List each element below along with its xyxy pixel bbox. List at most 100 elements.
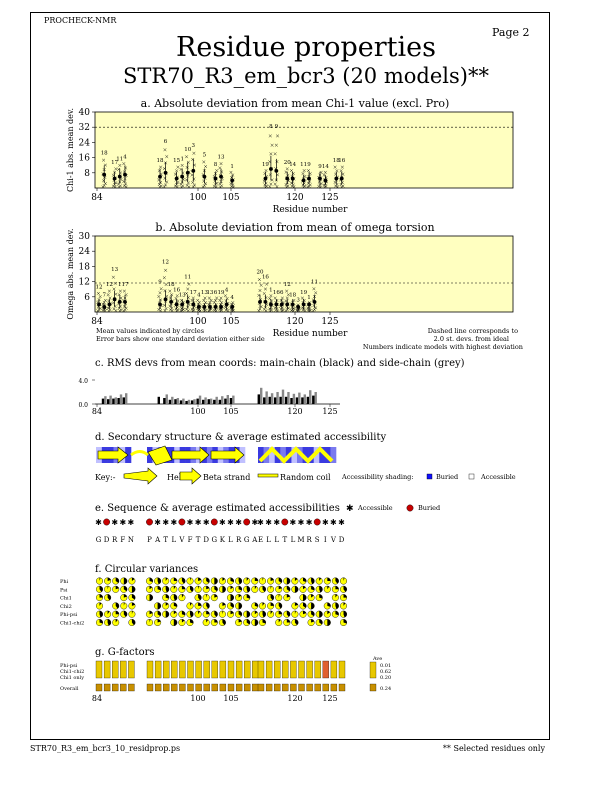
chart-c-sidechain-bar: [303, 394, 306, 404]
chart-a-model-point: [184, 155, 189, 159]
chart-b-model-point: [202, 298, 206, 302]
circvar-wedge: [107, 586, 109, 590]
circvar-wedge: [262, 610, 266, 618]
chart-c-sidechain-bar: [119, 394, 123, 404]
chart-b-model-label: 16: [262, 275, 269, 281]
chart-b-model-point: [257, 277, 261, 282]
chart-c-mainchain-bar: [213, 399, 216, 404]
chart-c-mainchain-bar: [218, 399, 222, 404]
chart-c-sidechain-bar: [187, 399, 191, 404]
chart-b-residue-106: 4: [229, 295, 235, 313]
sequence-letter: A: [251, 536, 258, 544]
chart-a-model-point: [202, 184, 206, 188]
chart-a-mean-point: [191, 169, 196, 173]
chart-a-model-point: [285, 167, 289, 171]
sequence-letter: L: [274, 536, 279, 544]
circvar-wedge: [107, 594, 111, 601]
chart-b-residue-104: 19: [218, 290, 225, 313]
chart-a-mean-point: [274, 169, 279, 173]
circvar-wedge: [107, 577, 111, 581]
chart-a-mean-point: [158, 174, 162, 179]
chart-a-model-point: [175, 185, 179, 189]
chart-c-mainchain-bar: [174, 399, 177, 404]
sequence-letter: L: [171, 536, 176, 544]
chart-a-model-point: [165, 155, 169, 159]
chart-a-model-point: [334, 184, 338, 188]
chart-b-xlabel: Residue number: [273, 329, 349, 339]
circvar-wedge: [294, 602, 299, 606]
sequence-letter: S: [315, 536, 320, 544]
gfactor-box: [298, 660, 305, 679]
chart-c-xtick-label: 120: [287, 407, 302, 416]
asterisk-icon: ✱: [119, 518, 126, 527]
sequence-letter: G: [96, 536, 102, 544]
chart-b-mean-point: [258, 299, 262, 304]
chart-a-mean-point: [112, 176, 117, 181]
gfactor-overall-box: [146, 683, 154, 692]
gfactor-box: [257, 660, 265, 679]
circular-variances-grid: Phi Psi Chi1 Chi2 Phi-psi Chi1-chi2: [60, 577, 348, 627]
chart-a-model-point: [274, 143, 278, 147]
chart-c-sidechain-bar: [265, 391, 268, 404]
asterisk-icon: ✱: [322, 518, 329, 527]
chart-c-mainchain-bar: [122, 397, 125, 404]
chart-b-model-point: [303, 309, 307, 313]
gfactor-xtick-label: 105: [223, 694, 238, 703]
circvar-wedge: [303, 594, 307, 601]
chart-b-model-point: [164, 282, 168, 287]
chart-a-model-label: 11: [116, 156, 123, 162]
circvar-wedge: [343, 577, 345, 581]
chart-c-mainchain-bar: [107, 399, 110, 404]
circvar-wedge: [311, 586, 315, 591]
gfactor-overall-box: [227, 683, 235, 692]
chart-a-residue-88: 11: [116, 156, 123, 189]
circvar-wedge: [123, 577, 128, 585]
chart-b-model-point: [215, 296, 219, 300]
note-right-3: Numbers indicate models with highest dev…: [363, 343, 523, 351]
chart-b-mean-point: [224, 302, 229, 307]
gfactor-box: [187, 660, 194, 679]
chart-b-model-point: [262, 291, 266, 296]
chart-c-sidechain-bar: [309, 390, 312, 404]
chart-b-model-label: 17: [122, 282, 129, 288]
asterisk-icon: ✱: [257, 518, 264, 527]
circvar-wedge: [198, 594, 202, 601]
circvar-wedge: [214, 586, 218, 592]
gfactor-row-label: Chi1-chi2: [60, 669, 84, 675]
helix-zigzag: [258, 446, 334, 464]
circvar-wedge: [270, 594, 274, 601]
circvar-wedge: [157, 586, 161, 591]
gfactor-row-label: Chi1 only: [60, 675, 84, 681]
page-title: Residue properties: [176, 32, 436, 63]
circvar-wedge: [99, 577, 101, 581]
chart-b-residue-89: 17: [122, 282, 129, 313]
gfactor-overall-value: 0.24: [380, 686, 391, 692]
sequence-letter: L: [228, 536, 233, 544]
circvar-wedge: [311, 619, 315, 623]
chart-b-mean-point: [112, 297, 117, 302]
chart-a-model-point: [324, 184, 328, 188]
asterisk-icon: ✱: [338, 518, 345, 527]
chart-a-xtick-label: 84: [91, 193, 103, 203]
chart-b-model-point: [168, 308, 173, 312]
circvar-wedge: [165, 594, 170, 599]
gfactor-overall-box: [187, 683, 194, 692]
chart-b-model-point: [159, 309, 163, 313]
chart-b-model-label: 9: [158, 280, 162, 286]
chart-a-model-point: [122, 162, 126, 166]
chart-b-mean-point: [301, 302, 306, 307]
circvar-wedge: [246, 610, 250, 618]
chart-c-sidechain-bar: [125, 393, 128, 404]
note-right-2: 2.0 st. devs. from ideal: [434, 335, 509, 343]
chart-b-model-point: [162, 276, 166, 280]
chart-b-residue-84: 12: [96, 285, 103, 313]
circvar-wedge: [238, 602, 242, 610]
seq-buried-label: Buried: [418, 504, 440, 512]
chart-a-model-point: [301, 172, 305, 176]
circvar-wedge: [327, 577, 331, 581]
circvar-wedge: [278, 619, 281, 623]
chart-c-mainchain-bar: [207, 399, 210, 404]
gfactor-box: [235, 660, 243, 679]
chart-b-mean-point: [219, 305, 223, 309]
chart-a-mean-point: [263, 176, 268, 181]
